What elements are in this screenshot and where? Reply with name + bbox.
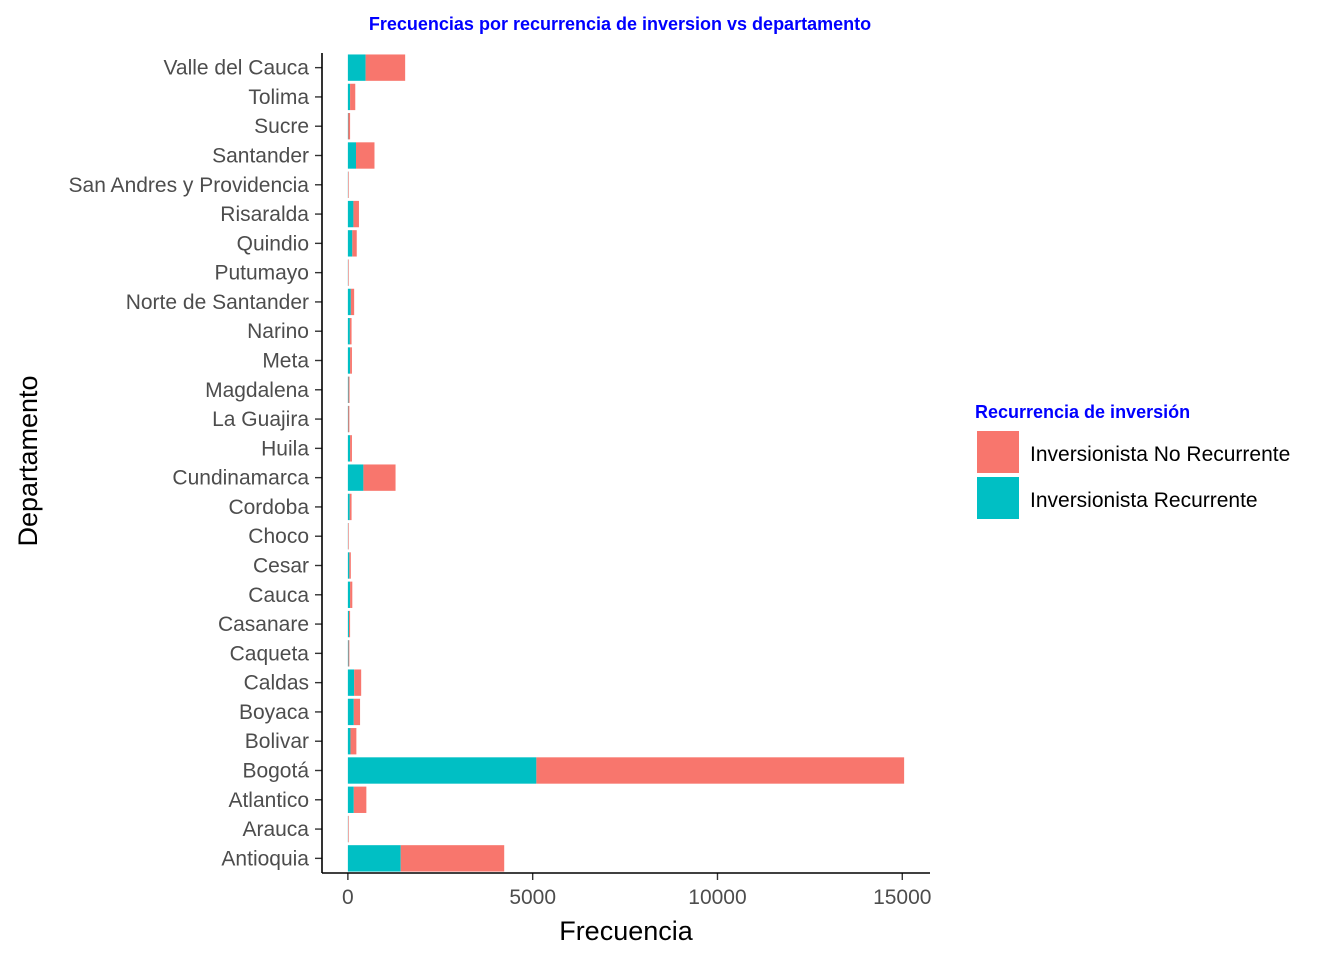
bar-narino-recurrente xyxy=(347,318,350,345)
bar-arauca-no-recurrente xyxy=(348,815,349,843)
legend: Recurrencia de inversión Inversionista N… xyxy=(975,402,1290,519)
y-axis-title: Departamento xyxy=(13,375,43,546)
y-tick-label: Atlantico xyxy=(228,789,309,812)
x-axis-title: Frecuencia xyxy=(559,916,694,946)
y-tick-label: Caqueta xyxy=(230,642,310,665)
bar-caqueta-no-recurrente xyxy=(348,640,350,667)
y-tick-label: Cordoba xyxy=(228,496,309,519)
y-tick-label: Huila xyxy=(261,437,309,460)
bar-antioquia-no-recurrente xyxy=(400,845,505,872)
bars-group xyxy=(347,54,905,872)
bar-putumayo-no-recurrente xyxy=(348,259,349,286)
bar-atlantico-no-recurrente xyxy=(353,786,367,813)
bar-casanare-recurrente xyxy=(347,610,349,638)
y-tick-label: Quindio xyxy=(237,232,309,255)
bar-cundinamarca-no-recurrente xyxy=(363,464,396,491)
bar-cesar-recurrente xyxy=(347,552,350,579)
bar-santander-recurrente xyxy=(347,142,357,169)
bar-valle-del-cauca-recurrente xyxy=(347,54,366,81)
y-tick-label: Cundinamarca xyxy=(172,467,309,490)
bar-cordoba-no-recurrente xyxy=(349,493,352,521)
bar-cordoba-recurrente xyxy=(347,493,350,521)
bar-cesar-no-recurrente xyxy=(349,552,351,579)
y-tick-label: Narino xyxy=(247,320,309,343)
x-tick-label: 0 xyxy=(342,886,354,909)
bar-antioquia-recurrente xyxy=(347,845,401,872)
legend-label-no-recurrente: Inversionista No Recurrente xyxy=(1030,443,1290,466)
bar-cauca-recurrente xyxy=(347,581,351,608)
bar-caldas-no-recurrente xyxy=(354,669,362,696)
bar-sucre-recurrente xyxy=(347,113,349,140)
bar-santander-no-recurrente xyxy=(356,142,375,169)
y-tick-label: Boyaca xyxy=(239,701,309,724)
bar-sucre-no-recurrente xyxy=(348,113,351,140)
y-axis-ticks: Antioquia Arauca Atlantico Bogotá Bolivar Boy… xyxy=(69,57,322,870)
bar-huila-no-recurrente xyxy=(350,435,352,462)
bar-risaralda-recurrente xyxy=(347,200,354,228)
bar-caqueta-recurrente xyxy=(347,640,349,667)
y-tick-label: Cesar xyxy=(253,555,309,578)
x-axis-ticks: 0 5000 10000 15000 xyxy=(342,873,931,909)
y-tick-label: Tolima xyxy=(248,86,309,109)
y-tick-label: Caldas xyxy=(244,672,309,695)
bar-bolivar-recurrente xyxy=(347,728,351,755)
y-tick-label: Santander xyxy=(212,145,309,168)
bar-valle-del-cauca-no-recurrente xyxy=(365,54,406,81)
bar-meta-recurrente xyxy=(347,347,351,374)
y-tick-label: Cauca xyxy=(248,584,309,607)
bar-magdalena-recurrente xyxy=(347,376,349,403)
bar-atlantico-recurrente xyxy=(347,786,354,813)
y-tick-label: Bolivar xyxy=(245,730,309,753)
y-tick-label: Sucre xyxy=(254,115,309,138)
bar-quindio-no-recurrente xyxy=(352,230,357,257)
bar-caldas-recurrente xyxy=(347,669,355,696)
bar-tolima-recurrente xyxy=(347,83,351,111)
y-tick-label: La Guajira xyxy=(212,408,309,431)
x-tick-label: 5000 xyxy=(509,886,556,909)
bar-narino-no-recurrente xyxy=(349,318,352,345)
y-tick-label: Casanare xyxy=(218,613,309,636)
legend-swatch-recurrente xyxy=(977,477,1019,519)
bar-boyaca-no-recurrente xyxy=(353,698,361,726)
y-tick-label: Antioquia xyxy=(221,847,309,870)
y-tick-label: Bogotá xyxy=(242,760,309,783)
bar-norte-de-santander-no-recurrente xyxy=(350,288,355,316)
bar-norte-de-santander-recurrente xyxy=(347,288,351,316)
y-tick-label: Valle del Cauca xyxy=(163,57,309,80)
bar-la-guajira-recurrente xyxy=(347,405,349,433)
bar-risaralda-no-recurrente xyxy=(353,200,359,228)
y-tick-label: Putumayo xyxy=(214,262,309,285)
y-tick-label: Magdalena xyxy=(205,379,309,402)
y-tick-label: Meta xyxy=(262,350,309,373)
x-tick-label: 10000 xyxy=(688,886,746,909)
bar-cauca-no-recurrente xyxy=(350,581,353,608)
y-tick-label: Norte de Santander xyxy=(126,291,309,314)
bar-san-andres-y-providencia-no-recurrente xyxy=(348,171,349,198)
chart-title: Frecuencias por recurrencia de inversion… xyxy=(369,14,871,34)
bar-cundinamarca-recurrente xyxy=(347,464,364,491)
bar-meta-no-recurrente xyxy=(350,347,352,374)
bar-choco-no-recurrente xyxy=(348,523,349,550)
bar-bogota-no-recurrente xyxy=(536,757,905,784)
y-tick-label: San Andres y Providencia xyxy=(69,174,310,197)
legend-label-recurrente: Inversionista Recurrente xyxy=(1030,489,1258,512)
y-tick-label: Arauca xyxy=(242,818,309,841)
x-tick-label: 15000 xyxy=(873,886,931,909)
bar-quindio-recurrente xyxy=(347,230,353,257)
bar-bolivar-no-recurrente xyxy=(350,728,357,755)
bar-huila-recurrente xyxy=(347,435,351,462)
bar-magdalena-no-recurrente xyxy=(348,376,350,403)
y-tick-label: Risaralda xyxy=(220,203,309,226)
bar-la-guajira-no-recurrente xyxy=(348,405,350,433)
legend-title: Recurrencia de inversión xyxy=(975,402,1190,422)
bar-casanare-no-recurrente xyxy=(348,610,351,638)
bar-boyaca-recurrente xyxy=(347,698,354,726)
legend-swatch-no-recurrente xyxy=(977,431,1019,473)
bar-bogota-recurrente xyxy=(347,757,537,784)
bar-tolima-no-recurrente xyxy=(350,83,356,111)
y-tick-label: Choco xyxy=(248,525,309,548)
